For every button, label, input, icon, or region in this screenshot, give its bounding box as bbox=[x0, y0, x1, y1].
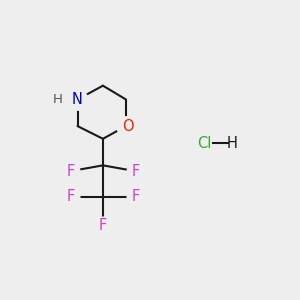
Text: F: F bbox=[67, 164, 75, 178]
Text: O: O bbox=[122, 118, 134, 134]
Text: H: H bbox=[227, 136, 238, 151]
Text: F: F bbox=[131, 189, 140, 204]
Text: H: H bbox=[53, 93, 63, 106]
Text: F: F bbox=[67, 189, 75, 204]
Text: N: N bbox=[72, 92, 83, 107]
Text: F: F bbox=[131, 164, 140, 178]
Text: F: F bbox=[99, 218, 107, 233]
Text: Cl: Cl bbox=[197, 136, 212, 151]
